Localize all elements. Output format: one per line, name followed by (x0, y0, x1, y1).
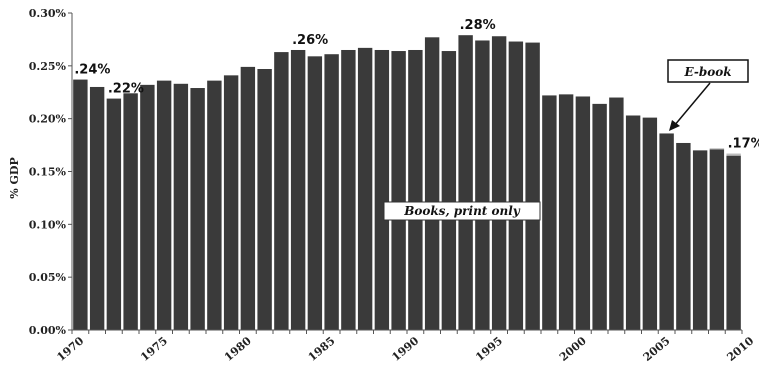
bar-print-1989 (391, 51, 406, 330)
bar-ebook-2008 (709, 148, 725, 150)
ebook-label: E-book (683, 65, 731, 79)
y-tick-label: 0.10% (29, 218, 67, 231)
bar-print-1995 (491, 36, 507, 330)
annotations: .24% .22% .26% .28% .17% (74, 18, 759, 151)
bar-print-1971 (89, 86, 105, 330)
x-tick-label: 1995 (473, 334, 505, 364)
bar-print-1970 (73, 79, 88, 330)
bar-print-1988 (374, 49, 390, 330)
bar-print-1997 (525, 42, 540, 330)
y-axis-label: % GDP (8, 157, 21, 199)
bar-print-2002 (609, 97, 624, 331)
y-tick-label: 0.25% (29, 60, 67, 73)
y-tick-label: 0.15% (29, 166, 67, 179)
bar-print-1992 (441, 51, 457, 330)
bars (73, 35, 741, 331)
bar-print-1983 (290, 49, 306, 330)
bar-print-1976 (173, 83, 189, 331)
y-tick-label: 0.00% (29, 324, 67, 337)
bar-print-1985 (324, 54, 339, 331)
data-label-1970: .24% (74, 63, 110, 78)
bar-print-2004 (642, 117, 658, 330)
ebook-label-box: E-book (667, 59, 749, 83)
bar-print-2000 (575, 96, 591, 330)
data-label-1983: .26% (292, 33, 328, 48)
y-tick-label: 0.05% (29, 271, 67, 284)
y-tick-label: 0.30% (29, 7, 67, 20)
bar-print-1990 (408, 49, 423, 330)
bar-print-1978 (207, 80, 222, 330)
ebook-arrow (669, 82, 711, 131)
bar-print-1977 (190, 88, 205, 330)
x-tick-label: 1970 (54, 334, 86, 364)
bar-print-1982 (274, 52, 289, 330)
data-label-2009: .17% (728, 137, 759, 152)
bar-print-2008 (709, 149, 725, 330)
bar-print-1974 (140, 84, 155, 330)
x-tick-label: 1990 (389, 334, 421, 364)
bar-ebook-2009 (726, 153, 741, 156)
print-label: Books, print only (403, 204, 521, 218)
print-label-box: Books, print only (383, 201, 541, 221)
bar-print-1986 (341, 49, 356, 330)
bar-print-1993 (458, 35, 473, 330)
bar-print-1981 (257, 69, 272, 331)
bar-print-2009 (726, 155, 741, 330)
y-tick-label: 0.20% (29, 113, 67, 126)
bar-print-1994 (475, 40, 490, 331)
data-label-1993: .28% (460, 18, 496, 33)
bar-print-2005 (659, 133, 674, 330)
x-tick-label: 1985 (306, 334, 338, 364)
x-tick-label: 2000 (557, 334, 589, 364)
bar-print-1980 (240, 66, 256, 330)
bar-print-1975 (156, 80, 172, 330)
y-axis: 0.00% 0.05% 0.10% 0.15% 0.20% 0.25% 0.30% (29, 7, 73, 337)
bar-print-1991 (424, 37, 440, 330)
bar-print-1999 (558, 94, 574, 330)
bar-print-1987 (357, 47, 373, 331)
x-tick-label: 1975 (138, 334, 170, 364)
bar-print-2003 (625, 115, 641, 330)
bar-print-1972 (106, 98, 122, 330)
x-tick-label: 2010 (724, 334, 756, 364)
x-tick-label: 1980 (222, 334, 254, 364)
bar-print-1998 (542, 95, 557, 330)
bar-print-1984 (307, 56, 323, 330)
data-label-1972: .22% (108, 82, 144, 97)
bar-print-1979 (223, 75, 239, 331)
bar-print-1973 (123, 93, 138, 330)
bar-print-1996 (508, 41, 524, 330)
bar-print-2006 (676, 142, 691, 330)
x-axis: 1970 1975 1980 1985 1990 1995 2000 2005 2010 (54, 329, 757, 364)
bar-print-2007 (692, 150, 708, 330)
x-tick-label: 2005 (641, 334, 673, 364)
bar-print-2001 (592, 103, 607, 330)
